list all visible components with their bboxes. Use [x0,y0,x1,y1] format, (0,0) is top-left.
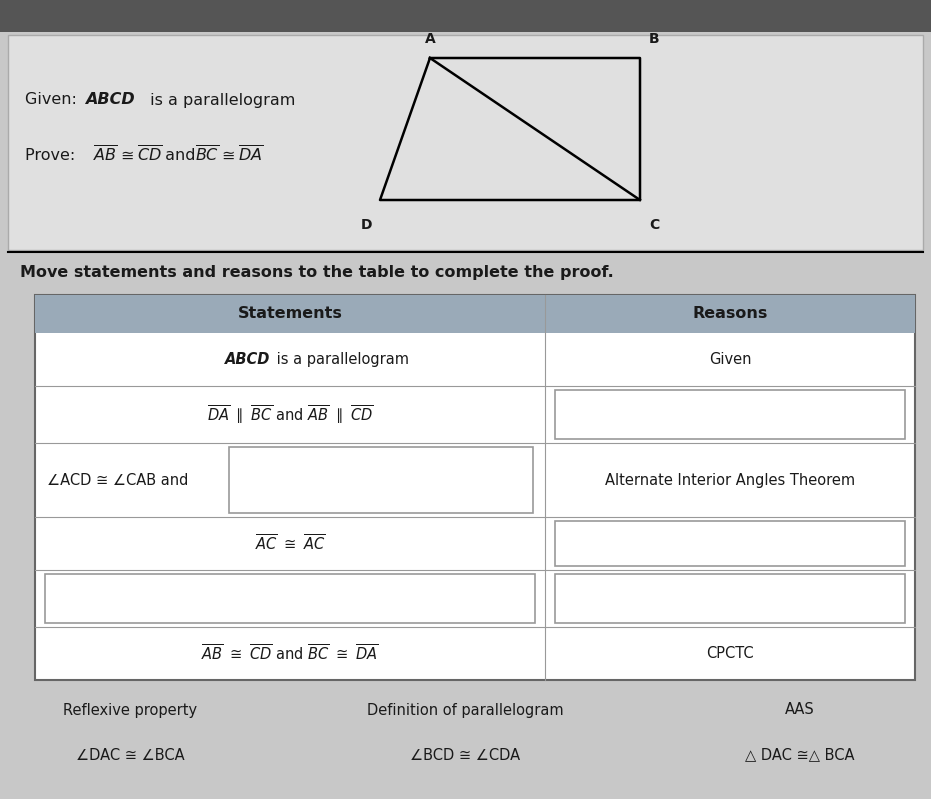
Text: A: A [425,32,436,46]
Bar [8,35,923,250]
Text: $\overline{AB}\ \cong\ \overline{CD}$ and $\overline{BC}\ \cong\ \overline{DA}$: $\overline{AB}\ \cong\ \overline{CD}$ an… [201,644,379,664]
Text: and: and [160,148,200,162]
Text: Statements: Statements [237,307,343,321]
Text: Given: Given [708,352,751,367]
Text: ∠DAC ≅ ∠BCA: ∠DAC ≅ ∠BCA [75,748,184,762]
Text: Alternate Interior Angles Theorem: Alternate Interior Angles Theorem [605,473,855,487]
Text: $\overline{DA}$: $\overline{DA}$ [238,145,263,165]
Text: ∠BCD ≅ ∠CDA: ∠BCD ≅ ∠CDA [410,748,520,762]
Text: Reasons: Reasons [693,307,768,321]
FancyBboxPatch shape [555,574,905,623]
Bar [35,295,915,333]
Text: $\cong$: $\cong$ [218,148,235,162]
FancyBboxPatch shape [555,521,905,566]
FancyBboxPatch shape [45,574,535,623]
FancyBboxPatch shape [555,390,905,439]
Text: AAS: AAS [785,702,815,718]
Text: △ DAC ≅△ BCA: △ DAC ≅△ BCA [745,748,855,762]
Text: Prove:: Prove: [25,148,86,162]
Text: B: B [649,32,659,46]
Text: $\overline{DA}\ \parallel\ \overline{BC}$ and $\overline{AB}\ \parallel\ \overli: $\overline{DA}\ \parallel\ \overline{BC}… [207,403,373,426]
Text: $\overline{AC}\ \cong\ \overline{AC}$: $\overline{AC}\ \cong\ \overline{AC}$ [255,533,325,554]
Text: Move statements and reasons to the table to complete the proof.: Move statements and reasons to the table… [20,265,614,280]
Text: ABCD: ABCD [85,93,135,108]
Text: ∠ACD ≅ ∠CAB and: ∠ACD ≅ ∠CAB and [47,473,188,487]
Text: C: C [649,218,659,232]
Text: Reflexive property: Reflexive property [63,702,197,718]
Text: is a parallelogram: is a parallelogram [145,93,295,108]
Text: $\overline{BC}$: $\overline{BC}$ [195,145,219,165]
Text: Given:: Given: [25,93,82,108]
Text: Definition of parallelogram: Definition of parallelogram [367,702,563,718]
Bar [0,0,931,32]
Bar [35,295,915,680]
Text: $\overline{CD}$: $\overline{CD}$ [137,145,163,165]
FancyBboxPatch shape [229,447,533,513]
Text: is a parallelogram: is a parallelogram [272,352,409,367]
Text: CPCTC: CPCTC [707,646,754,662]
Text: $\overline{AB}$: $\overline{AB}$ [93,145,118,165]
Text: $\cong$: $\cong$ [117,148,134,162]
Text: D: D [360,218,371,232]
Text: ABCD: ABCD [224,352,270,367]
